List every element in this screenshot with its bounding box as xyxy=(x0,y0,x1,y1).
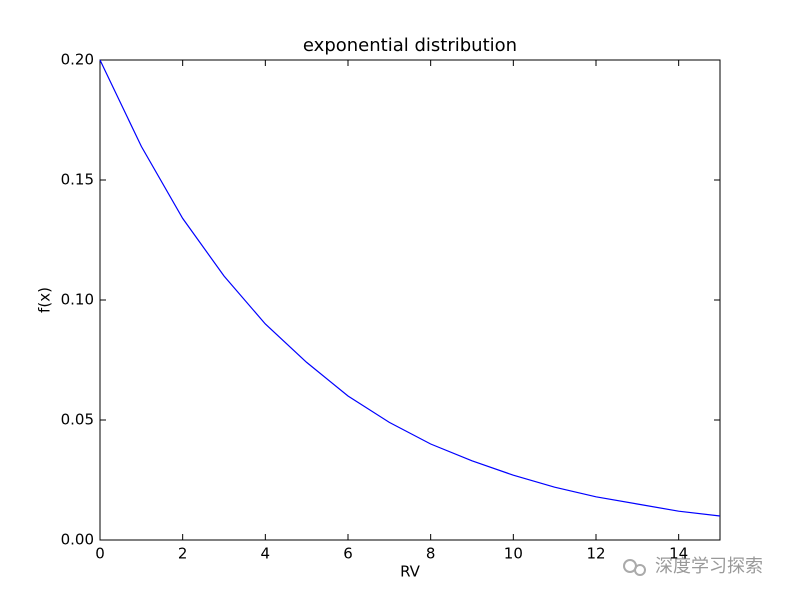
line-series xyxy=(99,59,721,517)
y-tick-label: 0.00 xyxy=(61,531,94,549)
x-tick-label: 14 xyxy=(669,545,688,563)
x-axis-label: RV xyxy=(400,563,421,581)
plot-frame xyxy=(99,59,721,541)
chart-title: exponential distribution xyxy=(303,35,517,56)
x-tick-label: 0 xyxy=(95,545,105,563)
x-tick-label: 8 xyxy=(426,545,436,563)
x-tick-label: 4 xyxy=(261,545,271,563)
y-tick-label: 0.20 xyxy=(61,51,94,69)
watermark-icon xyxy=(623,559,646,576)
watermark: 深度学习探索 xyxy=(655,556,763,577)
y-tick-label: 0.05 xyxy=(61,411,94,429)
y-tick-label: 0.10 xyxy=(61,291,94,309)
x-tick-label: 2 xyxy=(178,545,188,563)
x-tick-label: 12 xyxy=(586,545,605,563)
x-tick-label: 6 xyxy=(343,545,353,563)
y-axis-label: f(x) xyxy=(36,287,54,313)
x-tick-label: 10 xyxy=(504,545,523,563)
y-tick-label: 0.15 xyxy=(61,171,94,189)
